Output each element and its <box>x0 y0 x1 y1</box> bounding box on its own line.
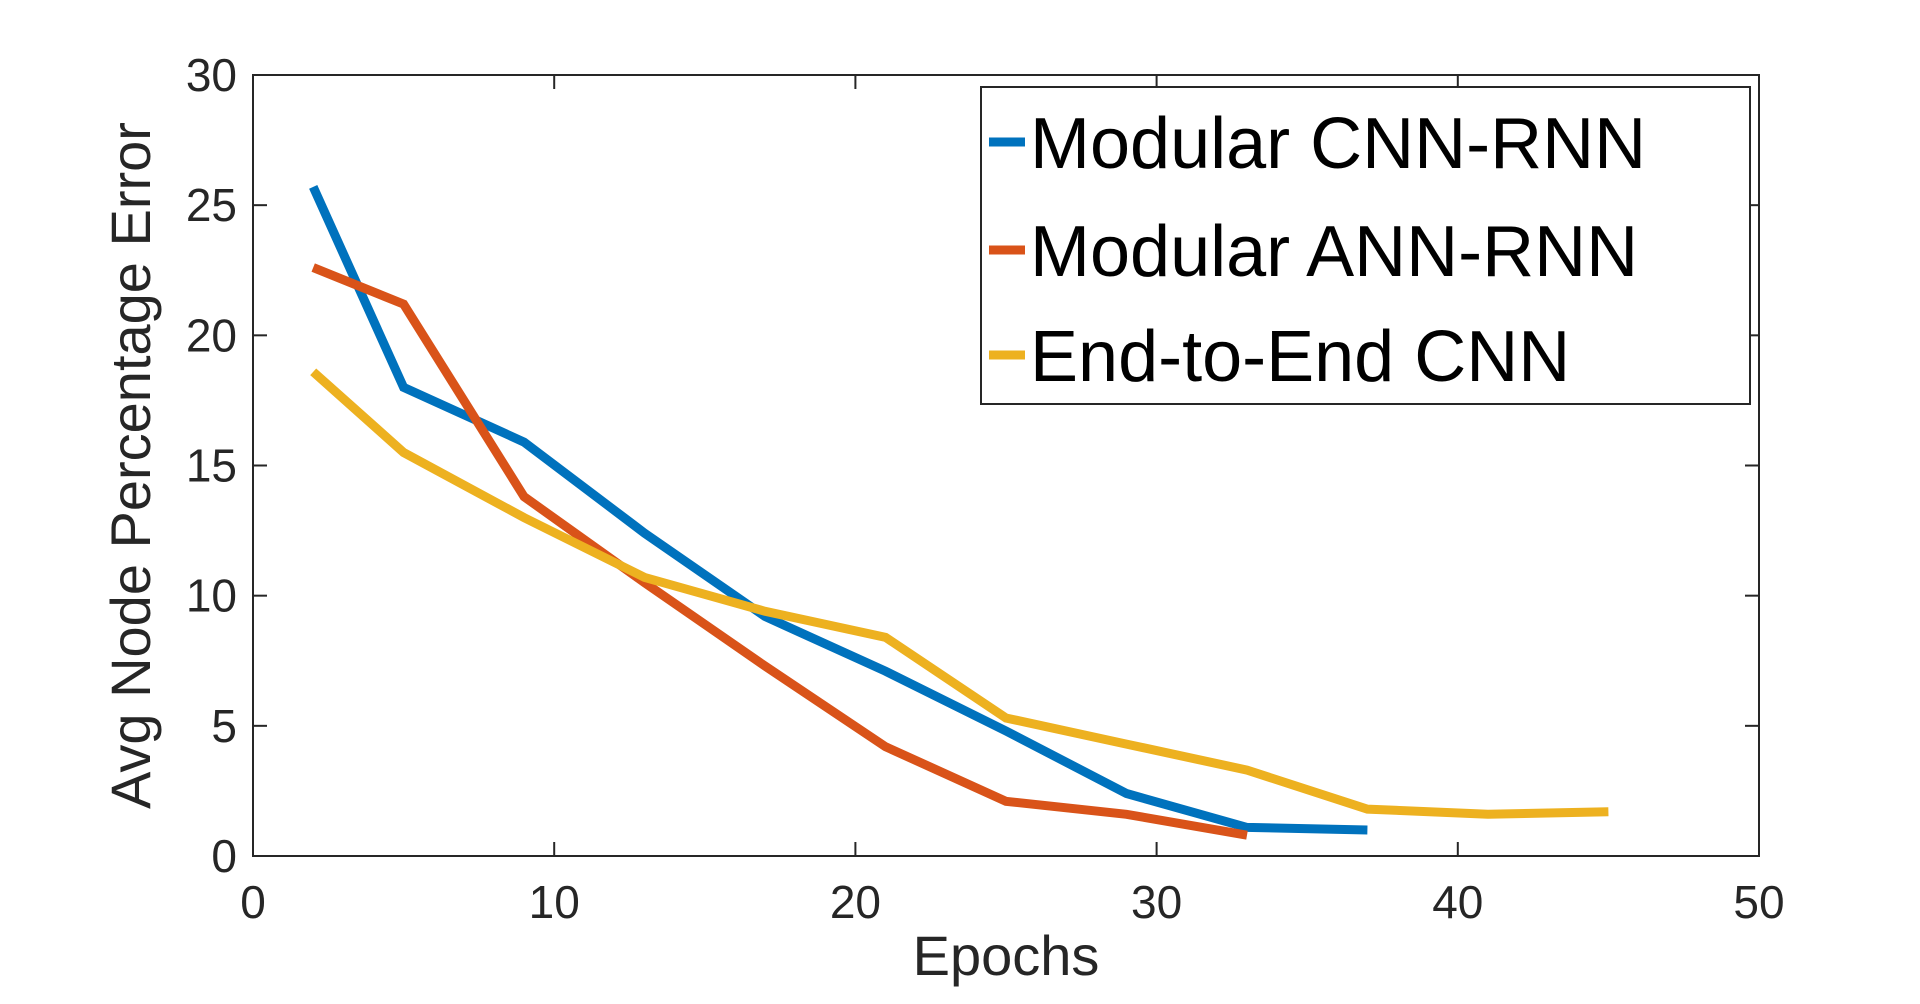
x-tick-label: 50 <box>1733 876 1784 928</box>
y-axis-title: Avg Node Percentage Error <box>99 122 162 809</box>
y-tick-label: 5 <box>211 700 237 752</box>
series-line-3 <box>310 368 1609 819</box>
y-tick-label: 20 <box>186 309 237 361</box>
series-lines <box>309 185 1609 840</box>
y-tick-label: 10 <box>186 570 237 622</box>
x-tick-label: 40 <box>1432 876 1483 928</box>
x-tick-label: 10 <box>529 876 580 928</box>
legend-label-2: Modular ANN-RNN <box>1030 212 1638 292</box>
y-tick-label: 30 <box>186 49 237 101</box>
y-tick-label: 15 <box>186 440 237 492</box>
y-tick-label: 25 <box>186 179 237 231</box>
legend-label-1: Modular CNN-RNN <box>1030 104 1646 184</box>
series-line-2 <box>311 263 1248 840</box>
series-line-1 <box>309 185 1368 835</box>
legend: Modular CNN-RNN Modular ANN-RNN End-to-End… <box>980 86 1751 405</box>
x-tick-label: 30 <box>1131 876 1182 928</box>
x-tick-label: 20 <box>830 876 881 928</box>
y-tick-label: 0 <box>211 830 237 882</box>
x-tick-label: 0 <box>240 876 266 928</box>
legend-box <box>980 86 1751 405</box>
x-axis-title: Epochs <box>913 924 1100 987</box>
axis-ticks: 0 10 20 30 40 50 0 5 10 15 20 25 30 <box>186 49 1785 928</box>
legend-label-3: End-to-End CNN <box>1030 317 1570 397</box>
